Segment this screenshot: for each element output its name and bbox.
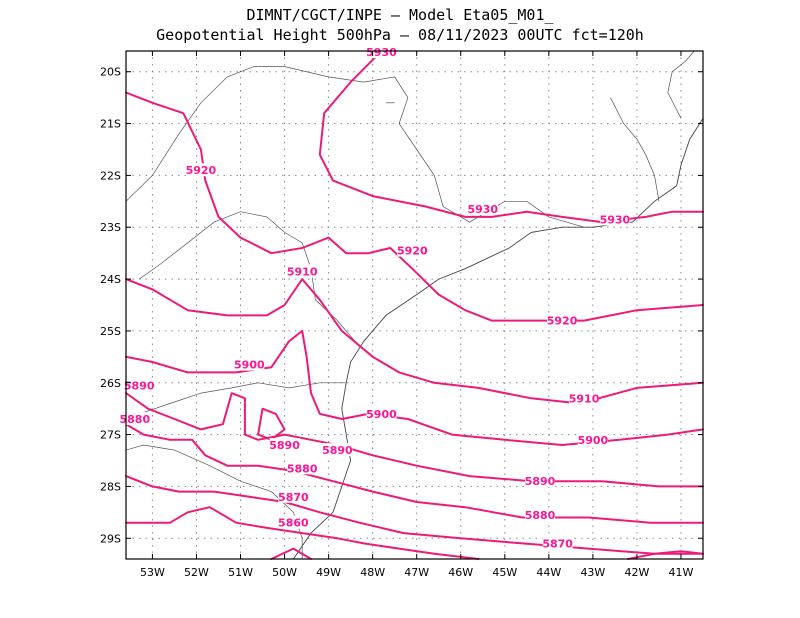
contour-label: 5860 <box>278 517 309 530</box>
state-border <box>667 50 695 119</box>
contour-label: 5900 <box>366 408 397 421</box>
lat-tick-label: 28S <box>100 480 121 493</box>
contour-5890 <box>257 407 286 441</box>
contour-label: 5900 <box>234 359 265 372</box>
contour-5930 <box>318 50 704 224</box>
coastline <box>293 118 704 560</box>
contour-label: 5920 <box>547 315 578 328</box>
contour-label: 5920 <box>186 164 217 177</box>
lon-tick-label: 48W <box>360 566 385 579</box>
contour-5850 <box>627 550 704 560</box>
contour-label-bg <box>366 406 397 420</box>
contour-label-bg <box>397 243 428 257</box>
contour-label-bg <box>124 378 155 392</box>
contour-label-bg <box>542 536 573 550</box>
contour-label-bg <box>287 461 318 475</box>
map-title-line1: DIMNT/CGCT/INPE – Model Eta05_M01_ <box>246 6 554 24</box>
height-contours <box>125 50 704 560</box>
contour-label: 5870 <box>542 537 573 550</box>
contour-label-bg <box>547 313 578 327</box>
contour-5920 <box>125 91 704 322</box>
contour-label-bg <box>269 437 300 451</box>
contour-5860 <box>125 506 480 560</box>
contour-label: 5890 <box>322 444 353 457</box>
lon-tick-label: 46W <box>448 566 473 579</box>
contour-label: 5930 <box>600 213 631 226</box>
contour-label: 5870 <box>278 491 309 504</box>
contour-label-bg <box>599 212 630 226</box>
contour-label-bg <box>119 412 150 426</box>
contour-5900 <box>125 329 704 446</box>
state-border <box>610 97 660 202</box>
contour-5910 <box>125 278 704 405</box>
contour-label: 5890 <box>269 439 300 452</box>
state-border <box>284 66 585 228</box>
contour-label: 5880 <box>287 462 318 475</box>
lon-tick-label: 47W <box>404 566 429 579</box>
contour-label: 5890 <box>124 379 155 392</box>
contour-label-bg <box>234 357 265 371</box>
map-frame <box>125 50 704 560</box>
lat-tick-label: 23S <box>100 221 121 234</box>
lon-tick-label: 51W <box>228 566 253 579</box>
contour-label-bg <box>278 515 309 529</box>
contour-label-bg <box>525 507 556 521</box>
contour-label-bg <box>525 474 556 488</box>
axis-ticks: 20S 21S 22S 23S 24S 25S 26S 27S 28S 29S 53W 52W 51W 5… <box>100 51 703 579</box>
lon-tick-label: 41W <box>669 566 694 579</box>
lon-tick-label: 49W <box>316 566 341 579</box>
contour-label-bg <box>185 163 216 177</box>
contour-5850 <box>270 547 312 560</box>
contour-label: 5930 <box>366 46 397 59</box>
lat-tick-label: 25S <box>100 325 121 338</box>
lon-tick-label: 45W <box>492 566 517 579</box>
contour-label: 5880 <box>119 413 150 426</box>
contour-5880 <box>125 423 704 524</box>
lat-tick-label: 21S <box>100 118 121 131</box>
contour-label: 5930 <box>467 203 498 216</box>
contour-label: 5920 <box>397 245 428 258</box>
lat-tick-label: 27S <box>100 429 121 442</box>
lat-tick-label: 29S <box>100 532 121 545</box>
contour-label: 5910 <box>569 392 600 405</box>
lon-tick-label: 44W <box>536 566 561 579</box>
contour-label-bg <box>287 264 318 278</box>
map-title-line2: Geopotential Height 500hPa – 08/11/2023 … <box>156 26 644 44</box>
lon-tick-label: 50W <box>272 566 297 579</box>
lon-tick-label: 43W <box>580 566 605 579</box>
state-border <box>125 66 285 202</box>
contour-label-bg <box>569 391 600 405</box>
lon-tick-label: 42W <box>624 566 649 579</box>
contour-label-bg <box>322 443 353 457</box>
lon-tick-label: 52W <box>184 566 209 579</box>
contour-label: 5900 <box>578 434 609 447</box>
contour-label: 5880 <box>525 509 556 522</box>
lat-tick-label: 26S <box>100 377 121 390</box>
lat-tick-label: 22S <box>100 169 121 182</box>
contour-labels: 5930 5930 5930 5920 5920 5920 5910 5910 5900 5900… <box>119 45 631 550</box>
lat-tick-label: 20S <box>100 66 121 79</box>
state-border <box>138 211 356 342</box>
contour-label: 5890 <box>525 475 556 488</box>
contour-label-bg <box>467 202 498 216</box>
contour-5870 <box>125 475 704 555</box>
lat-tick-label: 24S <box>100 273 121 286</box>
contour-label: 5910 <box>287 265 318 278</box>
contour-label-bg <box>577 432 608 446</box>
contour-label-bg <box>278 489 309 503</box>
lon-tick-label: 53W <box>140 566 165 579</box>
state-border <box>125 444 303 559</box>
